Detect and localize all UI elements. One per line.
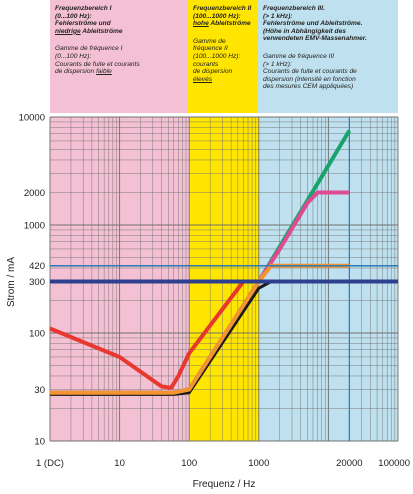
range-2-de-line: Frequenzbereich II [193,5,252,12]
range-3-de-line: (Höhe in Abhängigkeit des [263,27,346,35]
range-1-de-line: Fehlerströme und [55,20,111,28]
y-tick-label: 10000 [19,113,45,124]
range-3-fr-text: Gamme de fréquence III (> 1 kHz): Couran… [263,53,393,91]
range-2-de-line: (100...1000 Hz): [193,12,241,20]
y-tick-label: 30 [34,385,45,396]
y-tick-label: 420 [29,261,45,272]
range-2-fr-text: Gamme de fréquence II (100...1000 Hz): c… [193,38,253,84]
range-2-fr-emphasis: élevés [193,75,213,83]
range-1-de-text: Frequenzbereich I (0...100 Hz): Fehlerst… [55,5,183,35]
range-2-de-text: Frequenzbereich II (100...1000 Hz): hohe… [193,5,253,28]
x-tick-label: 20000 [336,458,362,469]
tick-labels: 10 30 100 300 420 1000 2000 10000 1 (DC) 10 100 100… [19,113,410,470]
frequency-range-2-box: Frequenzbereich II (100...1000 Hz): hohe… [188,0,258,113]
x-tick-label: 100000 [378,458,410,469]
y-tick-label: 10 [34,437,45,448]
range-3-fr-line: dispersion (intensité en fonction [263,75,356,83]
range-1-de-line: (0...100 Hz): [55,12,92,20]
range-3-de-text: Frequenzbereich III. (> 1 kHz): Fehlerst… [263,5,393,43]
range-3-de-line: verwendeten EMV-Massenahmer. [263,35,367,43]
range-1-de-emphasis: niedrige [55,27,81,35]
range-2-de-line: Ableitströme [208,20,251,28]
range-3-de-line: (> 1 kHz): [263,12,293,20]
range-1-de-line: Ableitströme [80,27,123,35]
range-1-fr-line: Gamme de fréquence I [55,45,123,53]
x-tick-label: 1000 [248,458,269,469]
range-3-fr-line: Courants de fuite et courants de [263,68,357,76]
range-1-fr-text: Gamme de fréquence I (0...100 Hz): Coura… [55,45,183,75]
range-2-fr-line: (100...1000 Hz): [193,52,241,60]
range-1-fr-line: (0...100 Hz): [55,52,92,60]
range-1-fr-line: de dispersion [55,68,97,76]
y-tick-label: 2000 [24,188,45,199]
x-tick-label: 1 (DC) [36,458,64,469]
y-tick-label: 100 [29,329,45,340]
range-3-de-line: Frequenzbereich III. [263,5,325,12]
x-axis-title: Frequenz / Hz [193,479,256,490]
range-2-fr-line: courants [193,60,219,68]
range-3-fr-line: des mesures CEM appliquées) [263,83,354,91]
range-2-fr-line: fréquence II [193,45,228,53]
series-line-5 [49,279,398,390]
y-tick-label: 1000 [24,221,45,232]
range-3-fr-line: (> 1 kHz): [263,60,292,68]
range-2-fr-line: Gamme de [193,37,226,45]
range-1-fr-emphasis: faible [96,68,112,76]
range-3-fr-line: Gamme de fréquence III [263,52,335,60]
range-1-de-line: Frequenzbereich I [55,5,112,12]
x-tick-label: 100 [181,458,197,469]
frequency-range-2-background [189,117,259,441]
y-axis-title: Strom / mA [6,257,17,307]
y-tick-label: 300 [29,277,45,288]
series-lines [49,129,398,396]
frequency-range-1-box: Frequenzbereich I (0...100 Hz): Fehlerst… [50,0,188,113]
frequency-range-3-box: Frequenzbereich III. (> 1 kHz): Fehlerst… [258,0,398,113]
range-3-de-line: Fehlerströme und Ableitströme. [263,20,363,28]
range-2-de-emphasis: hohe [193,20,209,28]
x-tick-label: 10 [114,458,125,469]
range-2-fr-line: de dispersion [193,68,233,76]
range-1-fr-line: Courants de fuite et courants [55,60,140,68]
